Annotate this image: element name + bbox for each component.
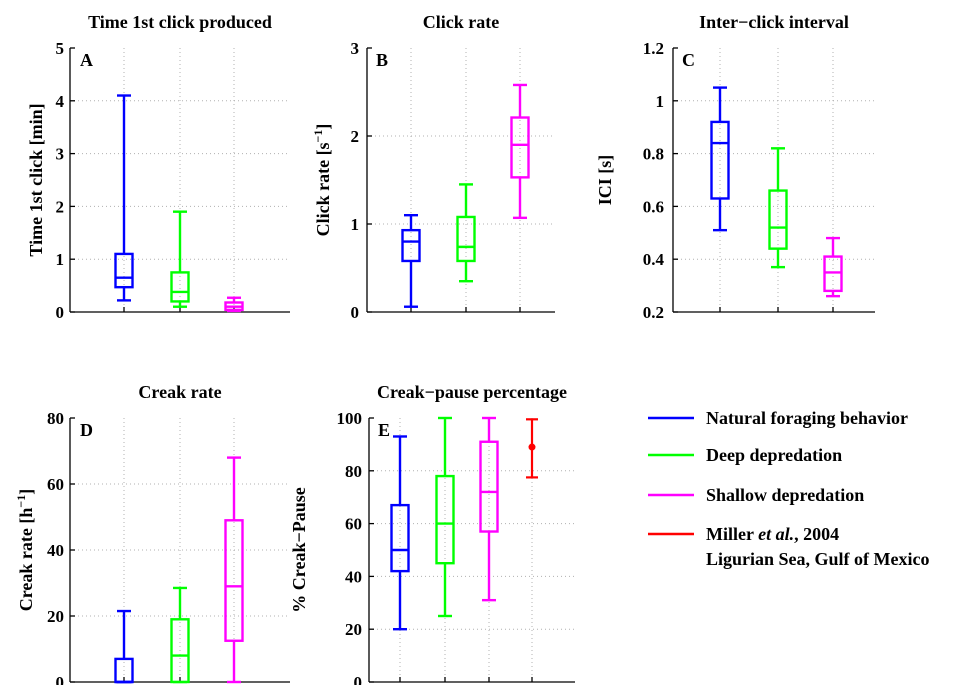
- legend-label: Natural foraging behavior: [706, 408, 908, 428]
- y-axis-label-sup: −1: [311, 130, 325, 143]
- panel-title: Inter−click interval: [699, 12, 849, 32]
- box-natural-foraging-behavior: [114, 609, 134, 684]
- y-tick-label: 100: [337, 409, 363, 428]
- y-tick-label: 1: [351, 215, 360, 234]
- y-axis-label: Time 1st click [min]: [26, 103, 46, 256]
- y-tick-label: 80: [47, 409, 64, 428]
- box-iqr: [114, 252, 134, 289]
- y-tick-label: 60: [47, 475, 64, 494]
- y-tick-label: 0: [354, 673, 363, 685]
- y-tick-label: 20: [47, 607, 64, 626]
- legend-label: Shallow depredation: [706, 485, 864, 505]
- panel-D: 0 20 40 60 80 Creak rate D Creak rate [h−1]: [14, 382, 290, 685]
- box-deep-depredation: [435, 416, 455, 618]
- y-axis-label: ICI [s]: [595, 155, 615, 206]
- legend-label-line2: Ligurian Sea, Gulf of Mexico: [706, 549, 930, 569]
- box-iqr: [224, 519, 244, 642]
- legend-entry: Miller et al., 2004 Ligurian Sea, Gulf of…: [648, 524, 930, 569]
- legend-label: Deep depredation: [706, 445, 842, 465]
- box-iqr: [170, 271, 190, 303]
- panel-title: Time 1st click produced: [88, 12, 272, 32]
- y-tick-label: 40: [47, 541, 64, 560]
- legend-entry: Shallow depredation: [648, 485, 864, 505]
- box-iqr: [768, 189, 788, 250]
- y-tick-label: 0: [56, 673, 65, 685]
- y-tick-label: 0.8: [643, 145, 664, 164]
- y-tick-label: 2: [56, 197, 65, 216]
- box-natural-foraging-behavior: [710, 86, 730, 232]
- panel-letter: C: [682, 50, 695, 70]
- y-tick-label: 40: [345, 567, 362, 586]
- y-axis-label: Creak rate [h−1]: [14, 489, 36, 611]
- box-natural-foraging-behavior: [401, 213, 421, 308]
- y-tick-label: 0.6: [643, 197, 664, 216]
- legend: Natural foraging behavior Deep depredatio…: [648, 408, 930, 569]
- panel-E: 0 20 40 60 80 100 Creak−pause percentage E % Cre…: [289, 382, 575, 685]
- y-tick-label: 0: [56, 303, 65, 322]
- legend-entry: Natural foraging behavior: [648, 408, 908, 428]
- box-iqr: [823, 255, 843, 293]
- y-tick-label: 0.4: [643, 250, 665, 269]
- box-shallow-depredation: [510, 83, 530, 220]
- box-miller-et-al-: [526, 418, 538, 479]
- y-tick-label: 1: [656, 92, 665, 111]
- box-deep-depredation: [170, 210, 190, 308]
- y-tick-label: 0.2: [643, 303, 664, 322]
- box-deep-depredation: [170, 586, 190, 684]
- box-iqr: [456, 215, 476, 263]
- box-iqr: [479, 440, 499, 533]
- box-iqr: [390, 503, 410, 573]
- y-tick-label: 60: [345, 515, 362, 534]
- box-shallow-depredation: [479, 416, 499, 602]
- y-tick-label: 4: [56, 92, 65, 111]
- panel-title: Creak−pause percentage: [377, 382, 567, 402]
- y-tick-label: 0: [351, 303, 360, 322]
- y-tick-label: 3: [351, 39, 360, 58]
- box-iqr: [435, 474, 455, 565]
- panel-letter: B: [376, 50, 388, 70]
- panel-A: 0 1 2 3 4 5 Time 1st click produced A Time 1st c…: [26, 12, 290, 322]
- legend-entry: Deep depredation: [648, 445, 842, 465]
- box-shallow-depredation: [823, 236, 843, 298]
- legend-label: Miller et al., 2004: [706, 524, 839, 544]
- panel-title: Click rate: [423, 12, 499, 32]
- box-natural-foraging-behavior: [390, 435, 410, 631]
- y-tick-label: 3: [56, 145, 65, 164]
- y-tick-label: 1.2: [643, 39, 664, 58]
- panel-title: Creak rate: [138, 382, 221, 402]
- panel-letter: A: [80, 50, 93, 70]
- box-shallow-depredation: [224, 296, 244, 313]
- box-iqr: [401, 228, 421, 263]
- box-natural-foraging-behavior: [114, 94, 134, 302]
- panel-B: 0 1 2 3 Click rate B Click rate [s−1]: [311, 12, 555, 322]
- box-deep-depredation: [456, 183, 476, 283]
- box-iqr: [510, 116, 530, 179]
- y-tick-label: 5: [56, 39, 65, 58]
- y-tick-label: 1: [56, 250, 65, 269]
- box-deep-depredation: [768, 147, 788, 269]
- box-shallow-depredation: [224, 456, 244, 684]
- y-tick-label: 20: [345, 620, 362, 639]
- y-axis-label-sup: −1: [14, 495, 28, 508]
- y-axis-label: Click rate [s−1]: [311, 124, 333, 237]
- panel-letter: D: [80, 420, 93, 440]
- errorbar-mean-point: [528, 443, 536, 451]
- y-axis-label: % Creak−Pause: [289, 487, 309, 612]
- box-iqr: [710, 120, 730, 200]
- box-iqr: [170, 618, 190, 684]
- panel-letter: E: [378, 420, 390, 440]
- y-tick-label: 2: [351, 127, 360, 146]
- y-tick-label: 80: [345, 462, 362, 481]
